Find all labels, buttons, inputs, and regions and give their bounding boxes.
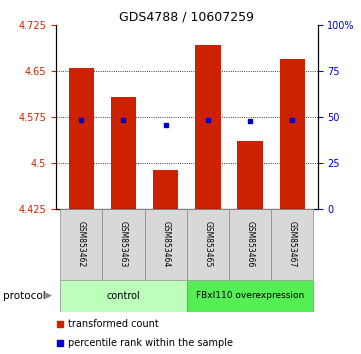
Text: GSM853464: GSM853464 [161,221,170,268]
Text: protocol: protocol [3,291,45,301]
Bar [195,45,221,209]
Bar [111,97,136,209]
Text: transformed count: transformed count [68,319,158,329]
Bar [69,68,94,209]
Bar [60,280,187,312]
Bar [103,209,145,280]
Bar [187,209,229,280]
Text: FBxl110 overexpression: FBxl110 overexpression [196,291,304,300]
Text: control: control [106,291,140,301]
Bar [229,209,271,280]
Text: GSM853463: GSM853463 [119,221,128,268]
Text: GSM853467: GSM853467 [288,221,297,268]
Bar [145,209,187,280]
Bar [60,209,103,280]
Text: GSM853466: GSM853466 [245,221,255,268]
Text: GSM853465: GSM853465 [204,221,212,268]
Text: GSM853462: GSM853462 [77,221,86,267]
Bar [187,280,313,312]
Bar [238,141,263,209]
Bar [153,170,178,209]
Text: percentile rank within the sample: percentile rank within the sample [68,338,233,348]
Bar [280,58,305,209]
Bar [271,209,313,280]
Title: GDS4788 / 10607259: GDS4788 / 10607259 [119,11,254,24]
